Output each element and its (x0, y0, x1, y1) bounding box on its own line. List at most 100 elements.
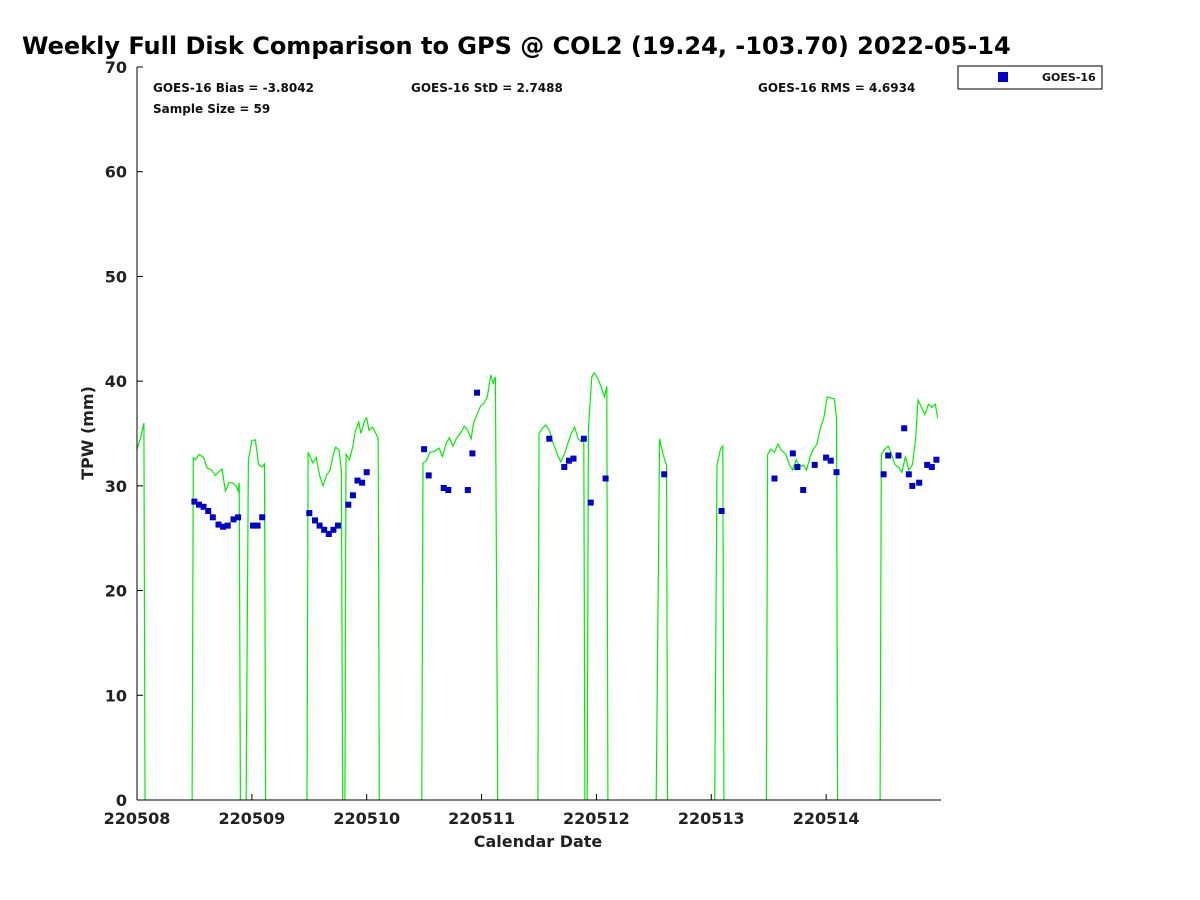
gps-line-segment (655, 438, 669, 801)
goes-16-point (570, 455, 577, 462)
x-axis-label: Calendar Date (474, 832, 603, 851)
x-tick-label: 220513 (678, 809, 745, 828)
goes-16-point (565, 457, 572, 464)
goes-16-point (933, 456, 940, 463)
y-tick-label: 10 (105, 686, 127, 705)
goes-16-point (602, 475, 609, 482)
goes-16-point (827, 457, 834, 464)
goes-16-point (321, 526, 328, 533)
goes-16-point (250, 522, 256, 529)
stats-annotations: GOES-16 Bias = -3.8042 GOES-16 StD = 2.7… (153, 81, 915, 116)
x-tick-label: 220512 (563, 809, 630, 828)
plot-area (136, 371, 940, 801)
goes-16-point (440, 485, 447, 491)
legend-label-goes-16: GOES-16 (1042, 71, 1096, 84)
goes-16-point (235, 514, 242, 521)
gps-line-segment (537, 424, 586, 801)
goes-16-point (191, 498, 198, 505)
x-tick-label: 220511 (448, 809, 515, 828)
bias-annotation: GOES-16 Bias = -3.8042 (153, 81, 314, 95)
goes-16-point (789, 450, 796, 457)
goes-16-point (215, 521, 222, 528)
y-tick-label: 20 (105, 582, 127, 601)
std-annotation: GOES-16 StD = 2.7488 (411, 81, 563, 95)
x-tick-label: 220510 (333, 809, 400, 828)
goes-16-point (209, 514, 216, 521)
y-tick-label: 30 (105, 477, 127, 496)
goes-16-point (546, 435, 553, 442)
goes-16-point (316, 522, 323, 529)
goes-16-point (561, 464, 568, 470)
goes-16-point (359, 479, 366, 486)
goes-16-point (469, 450, 476, 457)
legend-marker-goes-16 (998, 72, 1008, 82)
goes-16-point (421, 446, 428, 453)
goes-16-point (811, 461, 818, 468)
axes: 0 10 20 30 40 50 60 70 220508 220509 220510 220511… (104, 58, 941, 828)
goes-16-point (909, 482, 916, 489)
goes-16-point (306, 510, 313, 517)
goes-16-point (220, 523, 227, 530)
gps-line-segment (191, 453, 241, 801)
gps-line-segment (136, 422, 146, 801)
goes-16-point (885, 452, 892, 459)
gps-line-segment (879, 397, 939, 801)
goes-16-point (895, 452, 902, 459)
goes-16-point (905, 471, 912, 478)
legend-box (957, 65, 1103, 90)
gps-line-segment (344, 416, 380, 801)
goes-16-point (330, 526, 337, 533)
goes-16-point (916, 479, 923, 486)
goes-16-series (191, 389, 940, 537)
legend: GOES-16 (957, 65, 1103, 90)
gps-series (136, 371, 939, 801)
goes-16-point (587, 499, 594, 506)
gps-line-segment (586, 371, 609, 801)
goes-16-point (224, 522, 231, 529)
y-tick-label: 0 (116, 791, 127, 810)
goes-16-point (363, 469, 370, 476)
goes-16-point (354, 477, 361, 484)
goes-16-point (794, 464, 801, 470)
goes-16-point (345, 501, 352, 508)
goes-16-point (230, 516, 237, 523)
goes-16-point (661, 471, 668, 478)
goes-16-point (445, 487, 452, 493)
goes-16-point (880, 471, 887, 478)
goes-16-point (259, 514, 266, 521)
gps-line-segment (245, 439, 267, 801)
gps-line-segment (714, 444, 725, 801)
goes-16-point (718, 508, 725, 514)
goes-16-point (325, 531, 332, 537)
y-tick-label: 70 (105, 58, 127, 77)
y-axis-label: TPW (mm) (78, 386, 97, 480)
rms-annotation: GOES-16 RMS = 4.6934 (758, 81, 915, 95)
y-tick-label: 60 (105, 163, 127, 182)
gps-line-segment (421, 374, 499, 801)
goes-16-point (335, 522, 341, 529)
goes-16-point (474, 389, 480, 396)
goes-16-point (254, 522, 261, 529)
goes-16-point (580, 435, 587, 442)
goes-16-point (833, 469, 840, 476)
goes-16-point (205, 508, 212, 514)
x-tick-label: 220514 (793, 809, 860, 828)
goes-16-point (425, 472, 432, 479)
x-tick-label: 220509 (218, 809, 285, 828)
x-ticks: 220508 220509 220510 220511 220512 220513 2205… (104, 794, 860, 828)
sample-size-annotation: Sample Size = 59 (153, 102, 270, 116)
goes-16-point (924, 461, 931, 468)
goes-16-point (823, 454, 830, 461)
goes-16-point (771, 475, 778, 482)
y-ticks: 0 10 20 30 40 50 60 70 (105, 58, 143, 810)
goes-16-point (196, 501, 202, 508)
goes-16-point (349, 492, 356, 499)
goes-16-point (312, 517, 318, 524)
gps-line-segment (306, 446, 344, 801)
goes-16-point (901, 425, 908, 432)
goes-16-point (464, 487, 471, 493)
y-tick-label: 50 (105, 267, 127, 286)
x-tick-label: 220508 (104, 809, 171, 828)
gps-line-segment (765, 396, 839, 801)
